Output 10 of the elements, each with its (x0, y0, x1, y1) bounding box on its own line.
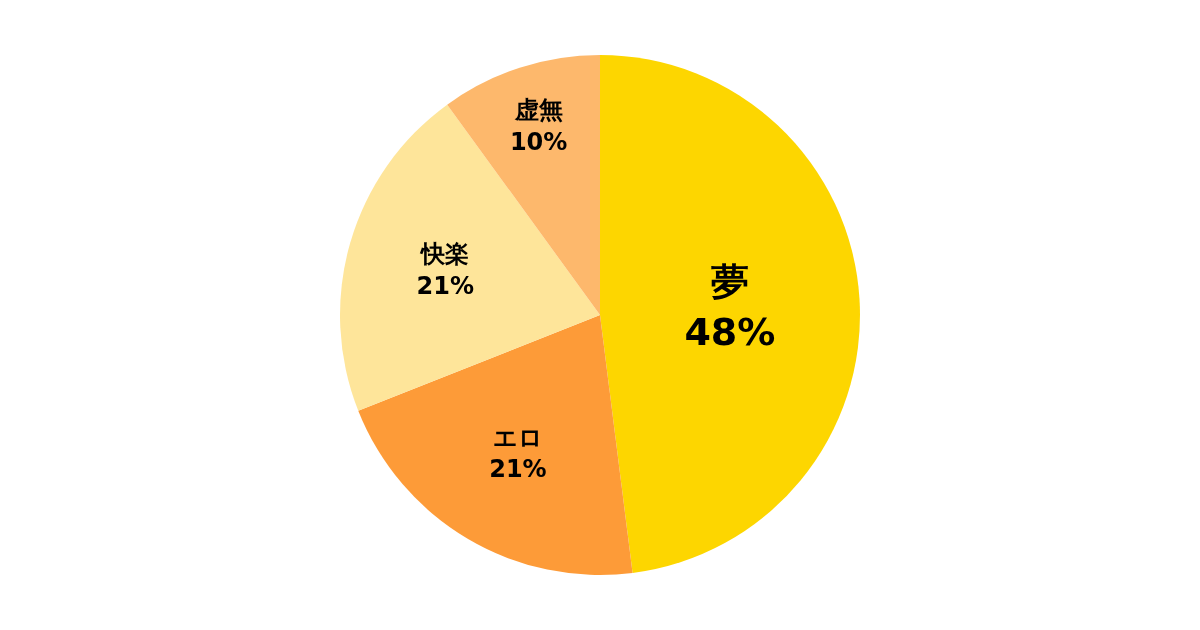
slice-label: 虚無 (513, 96, 563, 125)
slice-label: 夢 (710, 260, 749, 305)
data-label: 10% (509, 127, 568, 156)
slice-label: エロ (492, 424, 543, 453)
pie-slice (358, 315, 633, 575)
data-label: 48% (684, 309, 776, 354)
pie-slice (600, 55, 860, 573)
data-label: 21% (489, 455, 547, 484)
data-label: 21% (416, 271, 474, 300)
slice-label: 快楽 (419, 240, 470, 269)
